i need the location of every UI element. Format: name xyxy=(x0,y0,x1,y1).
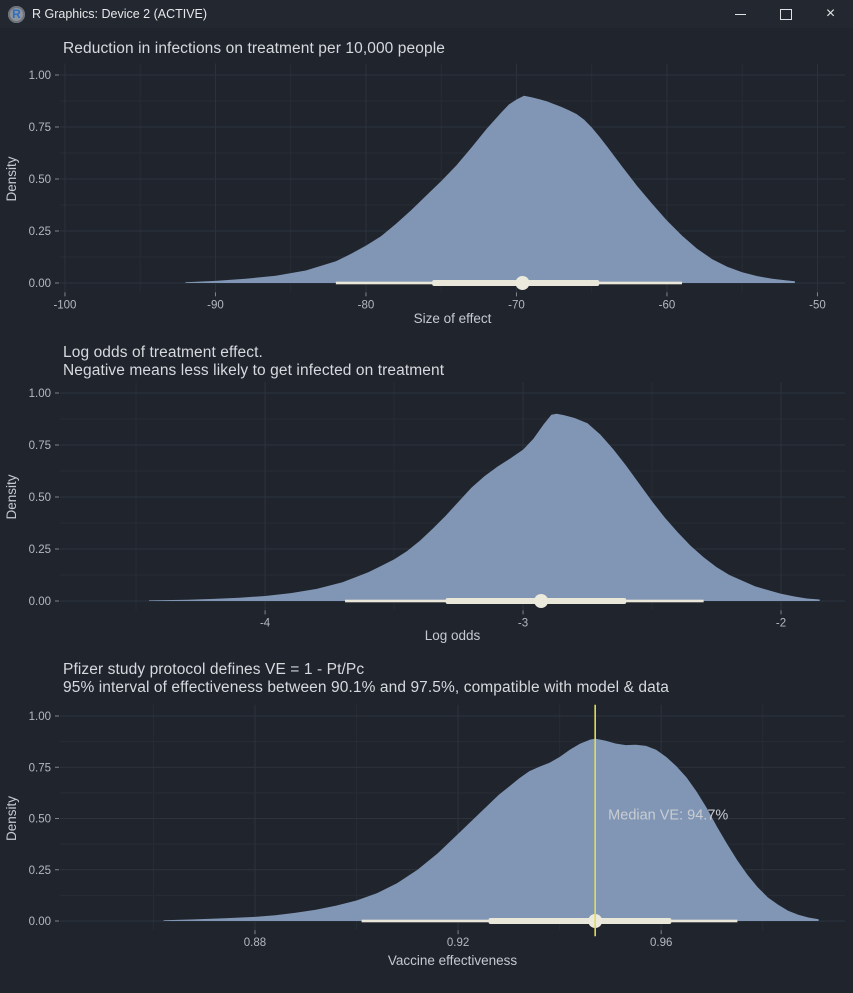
close-button[interactable]: × xyxy=(808,0,853,28)
svg-text:1.00: 1.00 xyxy=(29,70,51,82)
svg-text:-80: -80 xyxy=(358,299,375,311)
density-area xyxy=(149,413,820,601)
plot-surface: Reduction in infections on treatment per… xyxy=(0,40,853,977)
axis-tick-marks xyxy=(55,392,782,615)
x-tick-labels: -100 -90 -80 -70 -60 -50 xyxy=(53,299,825,311)
svg-text:0.00: 0.00 xyxy=(29,278,51,290)
median-point xyxy=(515,276,530,290)
minimize-button[interactable] xyxy=(718,0,763,28)
svg-text:0.88: 0.88 xyxy=(244,937,266,949)
titlebar[interactable]: R R Graphics: Device 2 (ACTIVE) × xyxy=(0,0,853,28)
svg-text:0.75: 0.75 xyxy=(29,122,51,134)
svg-text:-70: -70 xyxy=(508,299,525,311)
close-icon: × xyxy=(825,5,836,22)
axis-tick-marks xyxy=(55,715,662,935)
window-controls: × xyxy=(718,0,853,28)
density-area xyxy=(185,95,795,283)
minimize-icon xyxy=(735,13,746,15)
density-area xyxy=(163,738,819,921)
svg-text:1.00: 1.00 xyxy=(29,388,51,400)
y-tick-labels: 0.00 0.25 0.50 0.75 1.00 xyxy=(29,388,51,608)
panel-log-odds: Log odds of treatment effect. Negative m… xyxy=(0,344,853,647)
x-axis-title: Log odds xyxy=(425,628,481,643)
svg-text:0.92: 0.92 xyxy=(447,937,469,949)
svg-text:0.50: 0.50 xyxy=(29,174,51,186)
svg-text:0.50: 0.50 xyxy=(29,492,51,504)
x-tick-labels: 0.88 0.92 0.96 xyxy=(244,937,673,949)
density-chart-log-odds: -4 -3 -2 0.00 0.25 0.50 0.75 1.00 Log odds Densit… xyxy=(4,382,845,643)
svg-text:0.25: 0.25 xyxy=(29,544,51,556)
svg-text:0.50: 0.50 xyxy=(29,814,51,826)
svg-text:-90: -90 xyxy=(207,299,224,311)
panel-size-of-effect: Reduction in infections on treatment per… xyxy=(0,40,853,330)
density-chart-size-of-effect: -100 -90 -80 -70 -60 -50 0.00 0.25 0.50 0.75 1.00 S… xyxy=(4,63,845,326)
svg-text:0.00: 0.00 xyxy=(29,596,51,608)
x-axis-title: Size of effect xyxy=(414,311,492,326)
interval-inner-bar xyxy=(488,918,672,924)
x-axis-title: Vaccine effectiveness xyxy=(388,953,518,968)
svg-text:0.25: 0.25 xyxy=(29,865,51,877)
svg-text:-100: -100 xyxy=(53,299,76,311)
svg-text:-2: -2 xyxy=(776,617,786,629)
panel-vaccine-effectiveness: Pfizer study protocol defines VE = 1 - P… xyxy=(0,661,853,977)
svg-text:-60: -60 xyxy=(659,299,676,311)
y-axis-title: Density xyxy=(4,474,19,519)
svg-text:-4: -4 xyxy=(260,617,271,629)
y-tick-labels: 0.00 0.25 0.50 0.75 1.00 xyxy=(29,70,51,290)
svg-text:0.75: 0.75 xyxy=(29,762,51,774)
svg-text:-50: -50 xyxy=(809,299,826,311)
axis-tick-marks xyxy=(55,74,818,297)
panel-title: Log odds of treatment effect. Negative m… xyxy=(63,344,445,379)
median-annotation: Median VE: 94.7% xyxy=(608,807,728,823)
density-chart-vaccine-effectiveness: Median VE: 94.7% 0.88 0.92 0.96 0.00 0.25 0.50… xyxy=(4,704,845,968)
r-logo-icon: R xyxy=(8,5,25,23)
y-axis-title: Density xyxy=(4,156,19,201)
svg-text:0.25: 0.25 xyxy=(29,226,51,238)
maximize-button[interactable] xyxy=(763,0,808,28)
median-point xyxy=(534,594,549,608)
y-tick-labels: 0.00 0.25 0.50 0.75 1.00 xyxy=(29,711,51,928)
window-title: R Graphics: Device 2 (ACTIVE) xyxy=(32,7,208,21)
svg-text:1.00: 1.00 xyxy=(29,711,51,723)
svg-text:-3: -3 xyxy=(518,617,528,629)
y-axis-title: Density xyxy=(4,796,19,841)
svg-text:0.75: 0.75 xyxy=(29,440,51,452)
panel-title: Pfizer study protocol defines VE = 1 - P… xyxy=(63,661,669,696)
panel-title: Reduction in infections on treatment per… xyxy=(63,40,445,57)
svg-text:0.96: 0.96 xyxy=(650,937,672,949)
maximize-icon xyxy=(779,8,792,20)
svg-text:0.00: 0.00 xyxy=(29,916,51,928)
x-tick-labels: -4 -3 -2 xyxy=(260,617,786,629)
